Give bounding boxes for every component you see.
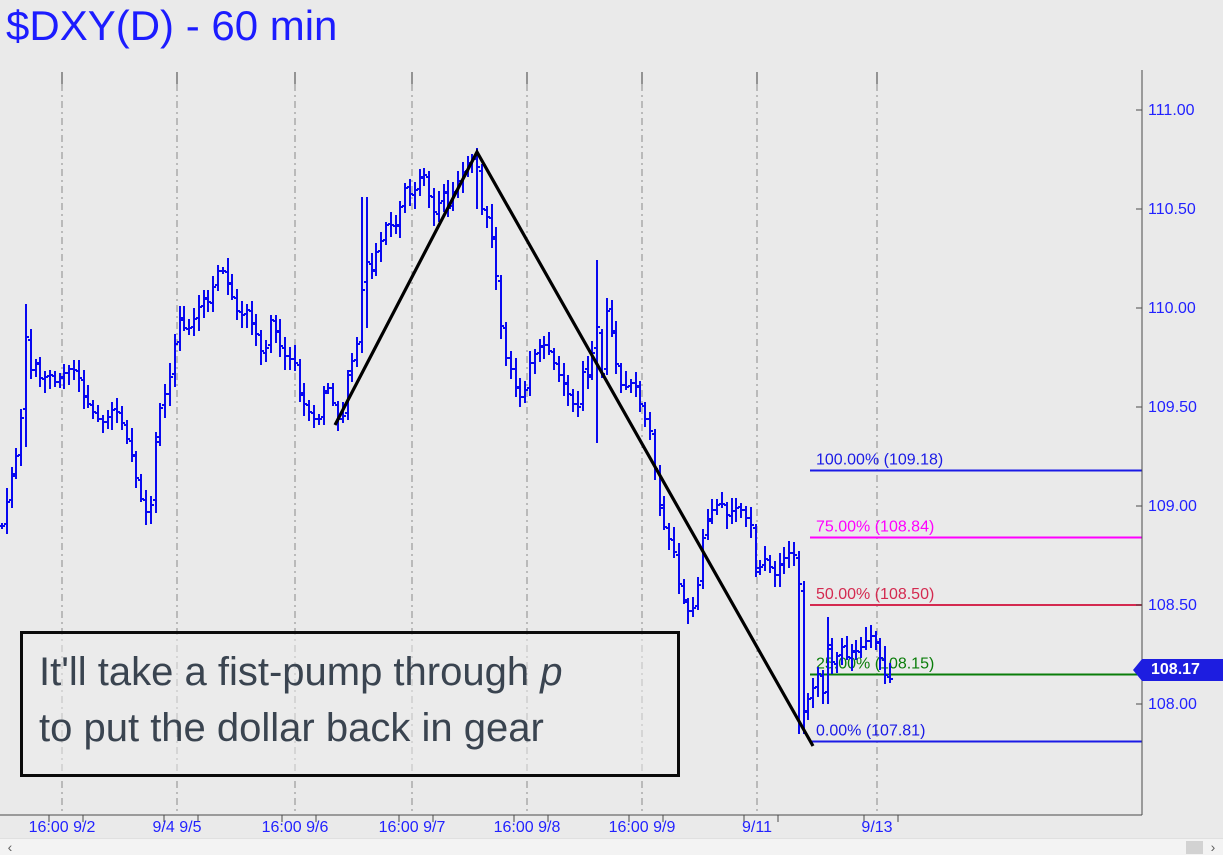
svg-text:0.00% (107.81): 0.00% (107.81) (816, 723, 925, 740)
chart-title: $DXY(D) - 60 min (6, 2, 338, 49)
badge-pointer-icon (1133, 659, 1142, 681)
y-axis: 111.00 110.50 110.00 109.50 109.00 108.50 108.… (1136, 70, 1197, 815)
svg-text:109.50: 109.50 (1148, 399, 1197, 416)
last-price-value: 108.17 (1151, 661, 1200, 678)
svg-text:16:00 9/2: 16:00 9/2 (29, 819, 96, 836)
last-price-badge: 108.17 (1133, 659, 1223, 681)
svg-text:110.00: 110.00 (1148, 300, 1196, 317)
annotation-italic-p: p (540, 650, 563, 694)
svg-text:100.00% (109.18): 100.00% (109.18) (816, 451, 943, 468)
trendline (333, 148, 815, 747)
scrollbar-thumb[interactable] (1186, 841, 1203, 854)
gridlines (61, 72, 878, 815)
svg-text:109.00: 109.00 (1148, 498, 1197, 515)
annotation-line1: It'll take a fist-pump through p (39, 650, 563, 694)
svg-text:16:00 9/8: 16:00 9/8 (494, 819, 561, 836)
svg-text:75.00% (108.84): 75.00% (108.84) (816, 519, 934, 536)
annotation-line2: to put the dollar back in gear (39, 706, 544, 750)
horizontal-scrollbar[interactable]: ‹ › (0, 838, 1223, 855)
svg-text:9/11: 9/11 (742, 819, 772, 836)
svg-text:16:00 9/7: 16:00 9/7 (379, 819, 446, 836)
svg-text:25.00% (108.15): 25.00% (108.15) (816, 655, 934, 672)
price-bars (0, 148, 893, 734)
svg-text:9/13: 9/13 (861, 819, 892, 836)
svg-text:9/4 9/5: 9/4 9/5 (153, 819, 202, 836)
svg-text:110.50: 110.50 (1148, 201, 1196, 218)
svg-text:16:00 9/9: 16:00 9/9 (609, 819, 676, 836)
x-axis: 16:00 9/2 9/4 9/5 16:00 9/6 16:00 9/7 16:00 … (0, 814, 1142, 836)
annotation-note[interactable]: It'll take a fist-pump through p to put … (20, 631, 680, 777)
fib-retracement-lines: 100.00% (109.18) 75.00% (108.84) 50.00% (1… (810, 451, 1142, 743)
svg-text:111.00: 111.00 (1148, 102, 1195, 119)
svg-text:16:00 9/6: 16:00 9/6 (262, 819, 329, 836)
svg-text:50.00% (108.50): 50.00% (108.50) (816, 586, 934, 603)
svg-text:108.50: 108.50 (1148, 597, 1197, 614)
svg-text:108.00: 108.00 (1148, 696, 1197, 713)
scroll-right-arrow-icon[interactable]: › (1210, 839, 1216, 855)
scroll-left-arrow-icon[interactable]: ‹ (7, 839, 13, 855)
